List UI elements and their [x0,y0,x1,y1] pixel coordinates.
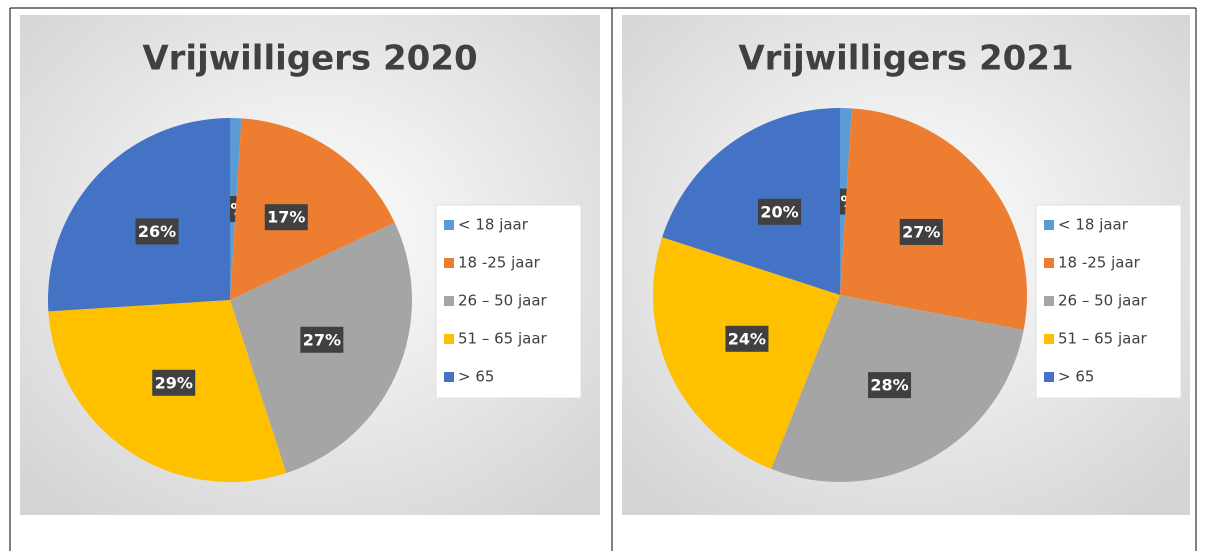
legend-box [1035,204,1182,399]
data-label: 28% [870,376,908,395]
pie-slice [47,118,230,312]
data-label-box [725,325,769,352]
legend-swatch [444,296,454,306]
legend-label: > 65 [1058,368,1094,386]
legend-swatch [444,220,454,230]
data-label-box [135,218,179,245]
legend-box [435,204,582,399]
pie-slice [230,118,395,301]
data-label: 24% [728,329,766,348]
legend-label: 51 – 65 jaar [1058,330,1148,348]
legend-swatch [444,334,454,344]
data-label-box [899,218,943,245]
legend-swatch [1044,296,1054,306]
legend-swatch [444,372,454,382]
data-label: 17% [267,208,305,227]
legend-swatch [1044,372,1054,382]
data-label: 20% [760,202,798,221]
legend-label: 51 – 65 jaar [458,330,548,348]
legend-swatch [1044,220,1054,230]
data-label-box [758,198,802,225]
pie-slice [652,237,840,469]
legend-label: < 18 jaar [458,216,529,234]
legend-label: 26 – 50 jaar [1058,292,1148,310]
data-label-box [868,372,912,399]
data-label-box [300,326,344,353]
pie-slice [662,108,840,295]
legend-label: 26 – 50 jaar [458,292,548,310]
legend-label: > 65 [458,368,494,386]
data-label: 29% [155,373,193,392]
chart-title: Vrijwilligers 2020 [142,39,477,79]
legend-swatch [444,258,454,268]
chart-title: Vrijwilligers 2021 [738,39,1073,79]
data-label: 27% [303,330,341,349]
data-label-box [152,369,196,396]
data-label-box [264,204,308,231]
legend-swatch [1044,334,1054,344]
legend-label: 18 -25 jaar [458,254,541,272]
data-label: 26% [138,222,176,241]
legend-label: 18 -25 jaar [1058,254,1141,272]
legend-label: < 18 jaar [1058,216,1129,234]
legend-swatch [1044,258,1054,268]
data-label: 27% [902,222,940,241]
